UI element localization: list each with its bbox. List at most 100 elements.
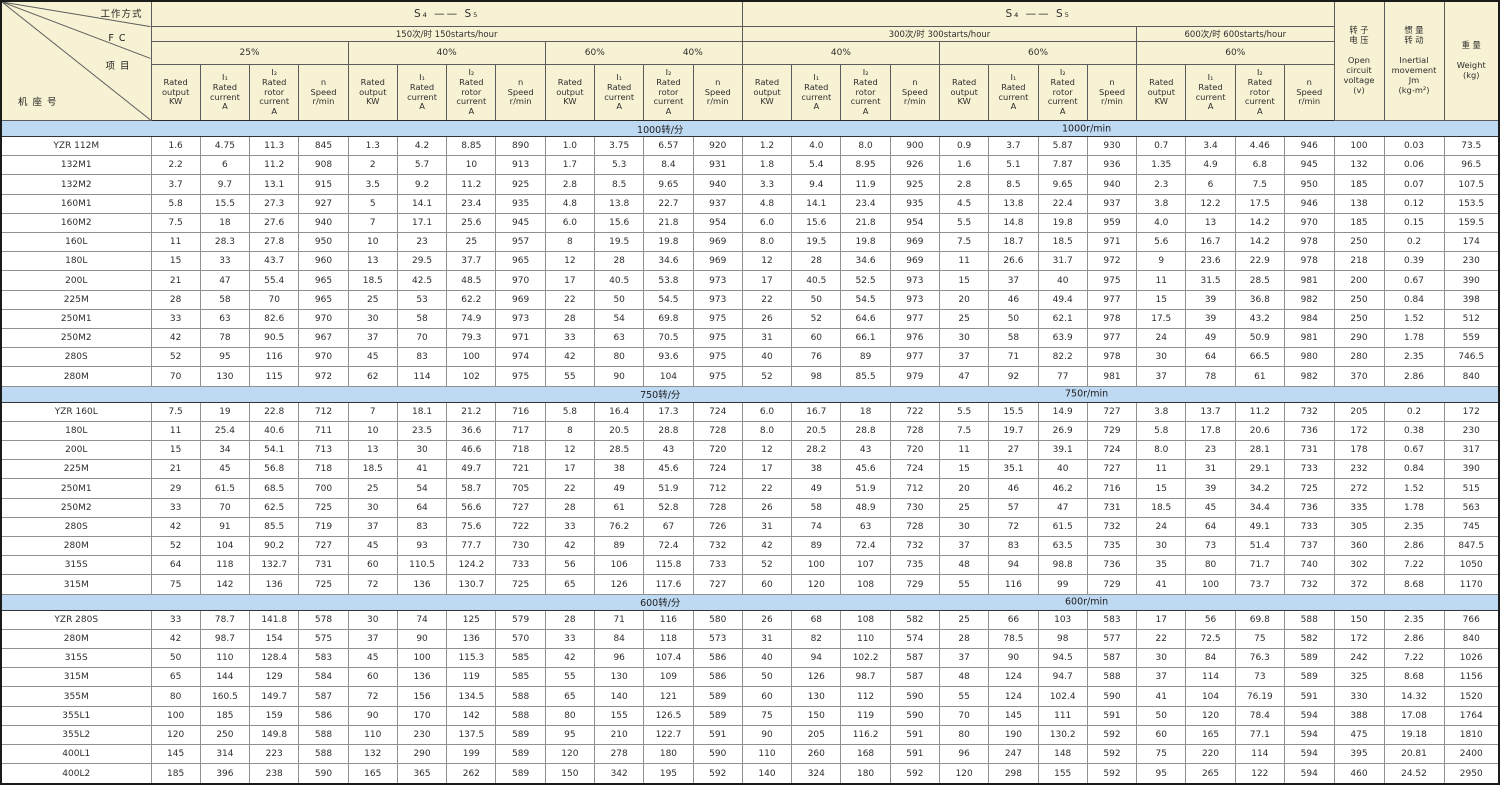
data-cell: 185 bbox=[150, 763, 201, 785]
data-cell: 580 bbox=[692, 609, 743, 630]
data-cell: 1170 bbox=[1443, 574, 1500, 595]
data-cell: 39.1 bbox=[1037, 440, 1088, 461]
data-cell: 100 bbox=[1185, 574, 1236, 595]
data-cell: 47 bbox=[199, 270, 251, 291]
data-cell: 26 bbox=[741, 308, 793, 330]
data-cell: 972 bbox=[298, 366, 349, 387]
data-cell: 724 bbox=[889, 459, 941, 480]
data-cell: 37 bbox=[938, 347, 990, 368]
data-cell: 27 bbox=[988, 440, 1039, 461]
frame-size-cell: 225M bbox=[0, 289, 152, 310]
data-cell: 28 bbox=[544, 609, 596, 630]
frame-size-cell: 355L2 bbox=[0, 724, 152, 746]
data-cell: 579 bbox=[495, 609, 546, 630]
data-cell: 3.7 bbox=[150, 174, 201, 195]
col-header-g4-2: I₂ Rated rotor current A bbox=[1037, 64, 1088, 121]
data-cell: 116 bbox=[643, 609, 694, 630]
col-header-g3-0: Rated output KW bbox=[741, 64, 793, 121]
data-cell: 145 bbox=[988, 705, 1039, 726]
data-cell: 41 bbox=[1136, 686, 1187, 707]
data-cell: 34.6 bbox=[643, 251, 694, 272]
data-cell: 42 bbox=[741, 536, 793, 557]
data-cell: 725 bbox=[298, 497, 349, 518]
data-cell: 11.9 bbox=[840, 174, 891, 195]
data-cell: 721 bbox=[495, 459, 546, 480]
data-cell: 719 bbox=[298, 516, 349, 538]
data-cell: 1.78 bbox=[1383, 497, 1445, 518]
data-cell: 12 bbox=[741, 251, 793, 272]
frame-size-cell: 400L2 bbox=[0, 763, 152, 785]
data-cell: 14.1 bbox=[396, 193, 448, 214]
data-cell: 72.4 bbox=[643, 536, 694, 557]
data-cell: 116 bbox=[249, 347, 300, 368]
data-cell: 37 bbox=[347, 516, 398, 538]
data-cell: 28 bbox=[938, 628, 990, 650]
data-cell: 733 bbox=[1283, 459, 1335, 480]
data-cell: 19.18 bbox=[1383, 724, 1445, 746]
col-header-g3-3: n Speed r/min bbox=[889, 64, 941, 121]
data-cell: 84 bbox=[594, 628, 645, 650]
data-cell: 4.2 bbox=[396, 135, 448, 157]
item-label: 项 目 bbox=[105, 61, 131, 72]
data-cell: 584 bbox=[298, 667, 349, 688]
data-cell: 731 bbox=[298, 555, 349, 576]
data-cell: 24.52 bbox=[1383, 763, 1445, 785]
data-cell: 70 bbox=[938, 705, 990, 726]
data-cell: 120 bbox=[791, 574, 842, 595]
data-cell: 70.5 bbox=[643, 328, 694, 349]
frame-size-cell: 250M2 bbox=[0, 328, 152, 349]
data-cell: 45 bbox=[1185, 497, 1236, 518]
frame-size-cell: 355L1 bbox=[0, 705, 152, 726]
data-cell: 28 bbox=[150, 289, 201, 310]
data-cell: 591 bbox=[1086, 705, 1138, 726]
rotor-voltage-header: 转 子 电 压 Open circuit voltage (v) bbox=[1333, 0, 1385, 121]
frame-size-cell: 160M2 bbox=[0, 212, 152, 234]
data-cell: 727 bbox=[1086, 401, 1138, 422]
col-header-g1-1: I₁ Rated current A bbox=[396, 64, 448, 121]
data-cell: 290 bbox=[396, 744, 448, 765]
data-cell: 69.8 bbox=[1234, 609, 1285, 630]
data-cell: 74 bbox=[791, 516, 842, 538]
data-cell: 24 bbox=[1136, 516, 1187, 538]
data-cell: 117.6 bbox=[643, 574, 694, 595]
col-header-g0-2: I₂ Rated rotor current A bbox=[249, 64, 300, 121]
data-cell: 78.7 bbox=[199, 609, 251, 630]
data-cell: 230 bbox=[1443, 420, 1500, 442]
data-cell: 592 bbox=[1086, 763, 1138, 785]
data-cell: 975 bbox=[1086, 270, 1138, 291]
data-cell: 98 bbox=[1037, 628, 1088, 650]
data-cell: 106 bbox=[594, 555, 645, 576]
data-cell: 925 bbox=[889, 174, 941, 195]
data-cell: 17.8 bbox=[1185, 420, 1236, 442]
data-cell: 54.5 bbox=[840, 289, 891, 310]
data-cell: 82 bbox=[791, 628, 842, 650]
data-cell: 63.9 bbox=[1037, 328, 1088, 349]
data-cell: 20.5 bbox=[594, 420, 645, 442]
data-cell: 154 bbox=[249, 628, 300, 650]
frame-size-cell: YZR 160L bbox=[0, 401, 152, 422]
data-cell: 45 bbox=[199, 459, 251, 480]
data-cell: 28 bbox=[544, 497, 596, 518]
frame-size-cell: 250M1 bbox=[0, 478, 152, 499]
data-cell: 0.7 bbox=[1136, 135, 1187, 157]
data-cell: 22 bbox=[544, 478, 596, 499]
data-cell: 290 bbox=[1333, 328, 1385, 349]
data-cell: 30 bbox=[347, 497, 398, 518]
data-cell: 4.8 bbox=[741, 193, 793, 214]
data-cell: 727 bbox=[1086, 459, 1138, 480]
data-cell: 973 bbox=[692, 289, 743, 310]
data-cell: 37 bbox=[938, 648, 990, 669]
data-cell: 965 bbox=[298, 270, 349, 291]
data-cell: 940 bbox=[1086, 174, 1138, 195]
column-header-row: Rated output KW I₁ Rated current A I₂ Rate… bbox=[1, 64, 1499, 121]
frame-size-cell: 250M1 bbox=[0, 308, 152, 330]
data-cell: 172 bbox=[1333, 420, 1385, 442]
data-cell: 13 bbox=[347, 440, 398, 461]
data-cell: 80 bbox=[150, 686, 201, 707]
data-cell: 62 bbox=[347, 366, 398, 387]
data-cell: 8.0 bbox=[840, 135, 891, 157]
frame-size-cell: 280S bbox=[0, 347, 152, 368]
data-cell: 314 bbox=[199, 744, 251, 765]
data-cell: 975 bbox=[692, 366, 743, 387]
